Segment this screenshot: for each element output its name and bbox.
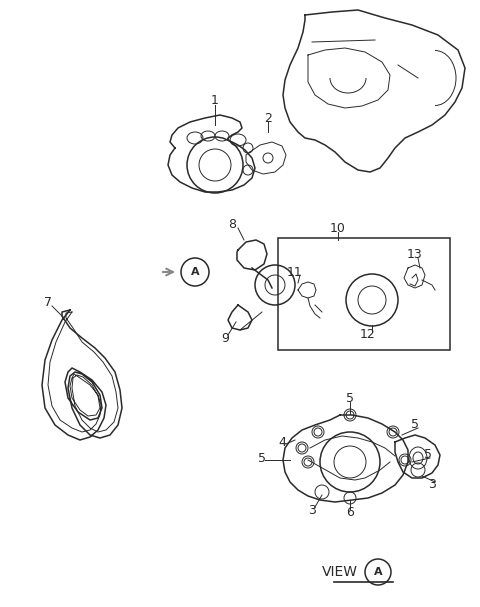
Text: 6: 6 [346, 506, 354, 518]
Text: 11: 11 [287, 265, 303, 279]
Text: 3: 3 [428, 478, 436, 492]
Text: 5: 5 [258, 452, 266, 464]
Text: 10: 10 [330, 222, 346, 234]
Text: 7: 7 [44, 296, 52, 308]
Text: 12: 12 [360, 328, 376, 342]
Text: 1: 1 [211, 93, 219, 106]
Text: 4: 4 [278, 435, 286, 449]
Text: 3: 3 [308, 503, 316, 517]
Bar [278, 238, 450, 350]
Text: 13: 13 [407, 248, 423, 262]
Text: 5: 5 [346, 392, 354, 404]
Text: 8: 8 [228, 219, 236, 231]
Text: 9: 9 [221, 331, 229, 345]
Text: VIEW: VIEW [322, 565, 358, 579]
Text: 5: 5 [411, 418, 419, 432]
Text: A: A [191, 267, 199, 277]
Text: 2: 2 [264, 112, 272, 124]
Text: 5: 5 [424, 449, 432, 461]
Text: A: A [374, 567, 382, 577]
